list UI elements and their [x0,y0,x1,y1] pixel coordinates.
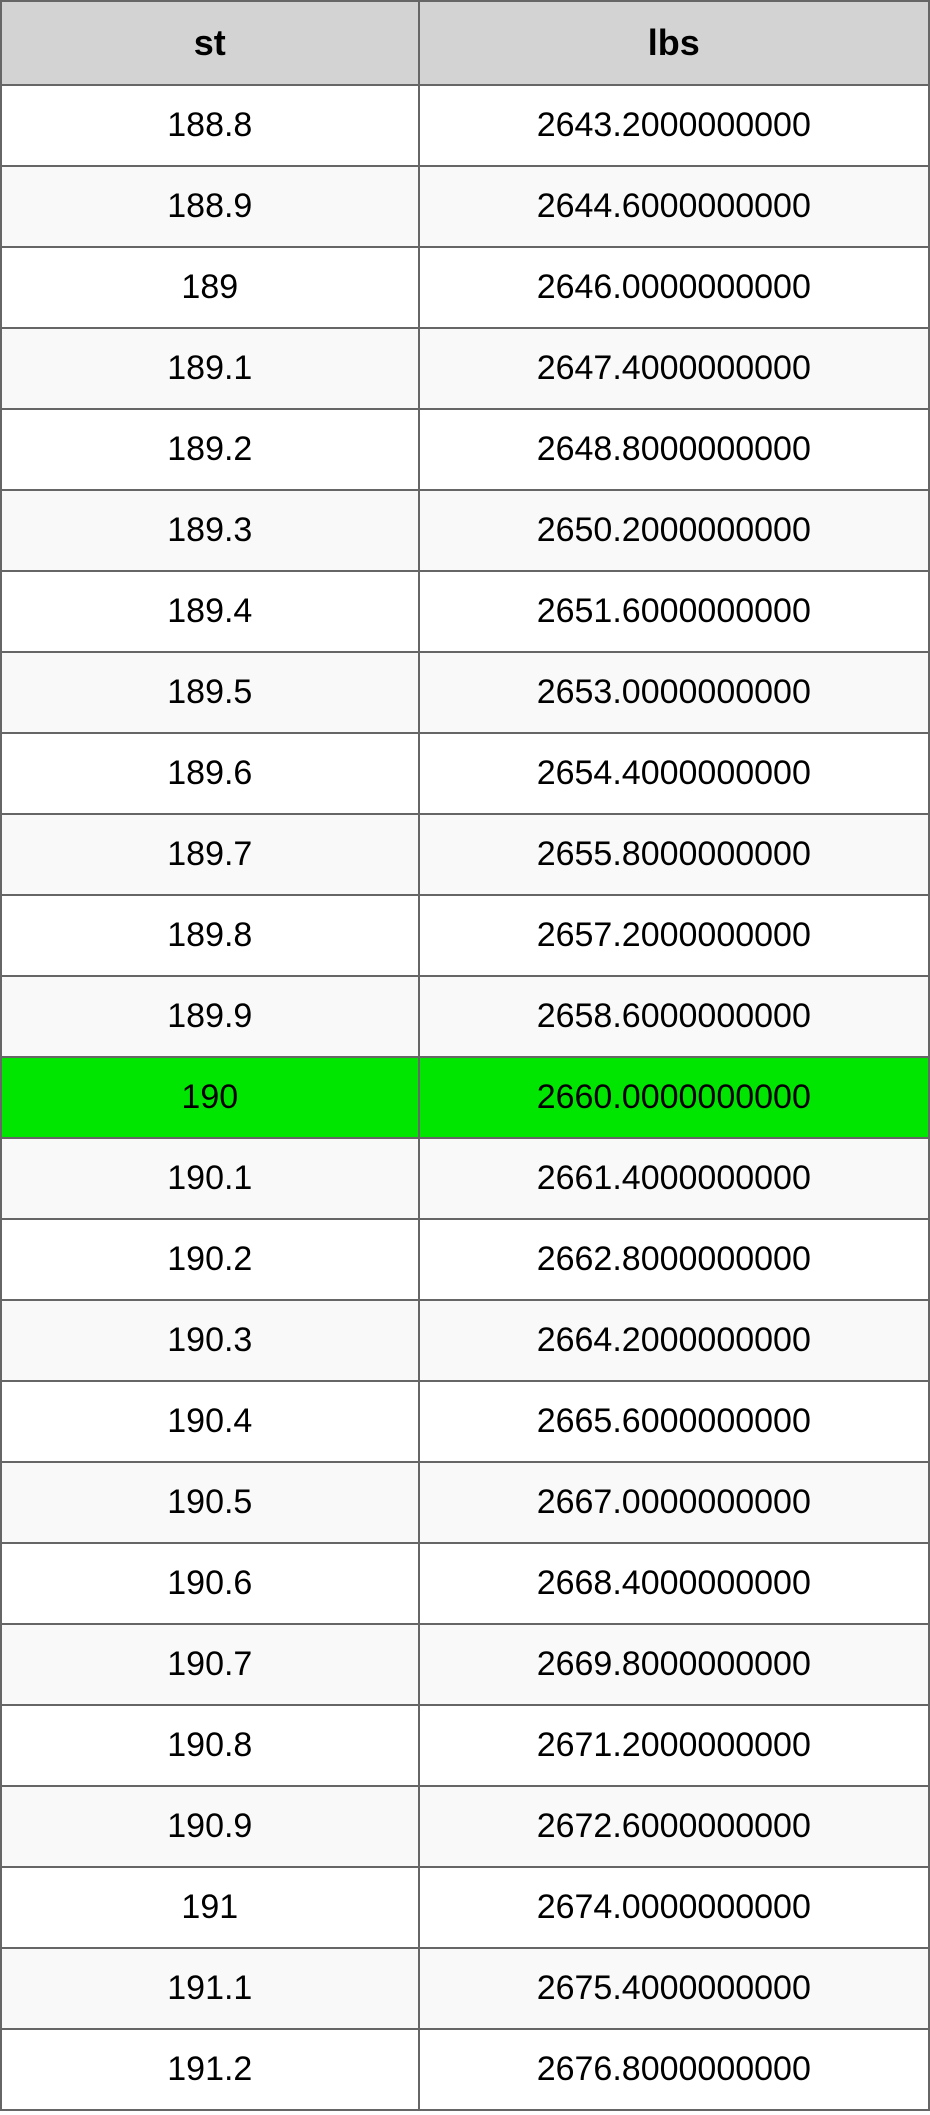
cell-lbs: 2665.6000000000 [419,1381,929,1462]
cell-lbs: 2658.6000000000 [419,976,929,1057]
table-row: 191.12675.4000000000 [1,1948,929,2029]
cell-lbs: 2650.2000000000 [419,490,929,571]
cell-st: 189.4 [1,571,419,652]
table-row: 1902660.0000000000 [1,1057,929,1138]
cell-lbs: 2667.0000000000 [419,1462,929,1543]
cell-st: 189 [1,247,419,328]
cell-lbs: 2661.4000000000 [419,1138,929,1219]
table-row: 189.52653.0000000000 [1,652,929,733]
cell-st: 189.2 [1,409,419,490]
cell-st: 189.8 [1,895,419,976]
cell-st: 189.1 [1,328,419,409]
cell-lbs: 2644.6000000000 [419,166,929,247]
header-lbs: lbs [419,1,929,85]
cell-lbs: 2651.6000000000 [419,571,929,652]
table-row: 189.22648.8000000000 [1,409,929,490]
cell-lbs: 2662.8000000000 [419,1219,929,1300]
header-st: st [1,1,419,85]
table-row: 190.52667.0000000000 [1,1462,929,1543]
table-header-row: st lbs [1,1,929,85]
table-row: 189.12647.4000000000 [1,328,929,409]
table-row: 188.92644.6000000000 [1,166,929,247]
cell-lbs: 2647.4000000000 [419,328,929,409]
table-row: 190.62668.4000000000 [1,1543,929,1624]
cell-lbs: 2668.4000000000 [419,1543,929,1624]
cell-st: 189.6 [1,733,419,814]
cell-st: 189.5 [1,652,419,733]
cell-lbs: 2653.0000000000 [419,652,929,733]
table-row: 189.32650.2000000000 [1,490,929,571]
table-body: 188.82643.2000000000188.92644.6000000000… [1,85,929,2110]
cell-lbs: 2655.8000000000 [419,814,929,895]
cell-lbs: 2643.2000000000 [419,85,929,166]
table-row: 1912674.0000000000 [1,1867,929,1948]
cell-st: 188.8 [1,85,419,166]
cell-lbs: 2648.8000000000 [419,409,929,490]
table-row: 189.72655.8000000000 [1,814,929,895]
cell-st: 191.1 [1,1948,419,2029]
cell-st: 190.6 [1,1543,419,1624]
table-row: 191.22676.8000000000 [1,2029,929,2110]
table-row: 190.42665.6000000000 [1,1381,929,1462]
table-row: 188.82643.2000000000 [1,85,929,166]
cell-lbs: 2669.8000000000 [419,1624,929,1705]
cell-lbs: 2676.8000000000 [419,2029,929,2110]
cell-lbs: 2657.2000000000 [419,895,929,976]
table-row: 1892646.0000000000 [1,247,929,328]
table-row: 190.32664.2000000000 [1,1300,929,1381]
table-row: 190.82671.2000000000 [1,1705,929,1786]
conversion-table: st lbs 188.82643.2000000000188.92644.600… [0,0,930,2111]
table-row: 190.12661.4000000000 [1,1138,929,1219]
cell-st: 189.7 [1,814,419,895]
table-row: 189.92658.6000000000 [1,976,929,1057]
table-row: 189.62654.4000000000 [1,733,929,814]
cell-lbs: 2674.0000000000 [419,1867,929,1948]
cell-st: 191 [1,1867,419,1948]
table-row: 189.42651.6000000000 [1,571,929,652]
cell-st: 190.7 [1,1624,419,1705]
cell-st: 190.9 [1,1786,419,1867]
cell-st: 190.4 [1,1381,419,1462]
cell-lbs: 2654.4000000000 [419,733,929,814]
cell-lbs: 2671.2000000000 [419,1705,929,1786]
cell-lbs: 2675.4000000000 [419,1948,929,2029]
cell-lbs: 2672.6000000000 [419,1786,929,1867]
cell-st: 190.3 [1,1300,419,1381]
cell-st: 190.1 [1,1138,419,1219]
cell-st: 190.8 [1,1705,419,1786]
cell-st: 188.9 [1,166,419,247]
cell-st: 190.2 [1,1219,419,1300]
cell-st: 190.5 [1,1462,419,1543]
table-row: 190.72669.8000000000 [1,1624,929,1705]
cell-st: 189.3 [1,490,419,571]
cell-st: 189.9 [1,976,419,1057]
table-row: 190.22662.8000000000 [1,1219,929,1300]
cell-st: 190 [1,1057,419,1138]
table-row: 190.92672.6000000000 [1,1786,929,1867]
table-row: 189.82657.2000000000 [1,895,929,976]
cell-lbs: 2660.0000000000 [419,1057,929,1138]
cell-st: 191.2 [1,2029,419,2110]
cell-lbs: 2646.0000000000 [419,247,929,328]
cell-lbs: 2664.2000000000 [419,1300,929,1381]
